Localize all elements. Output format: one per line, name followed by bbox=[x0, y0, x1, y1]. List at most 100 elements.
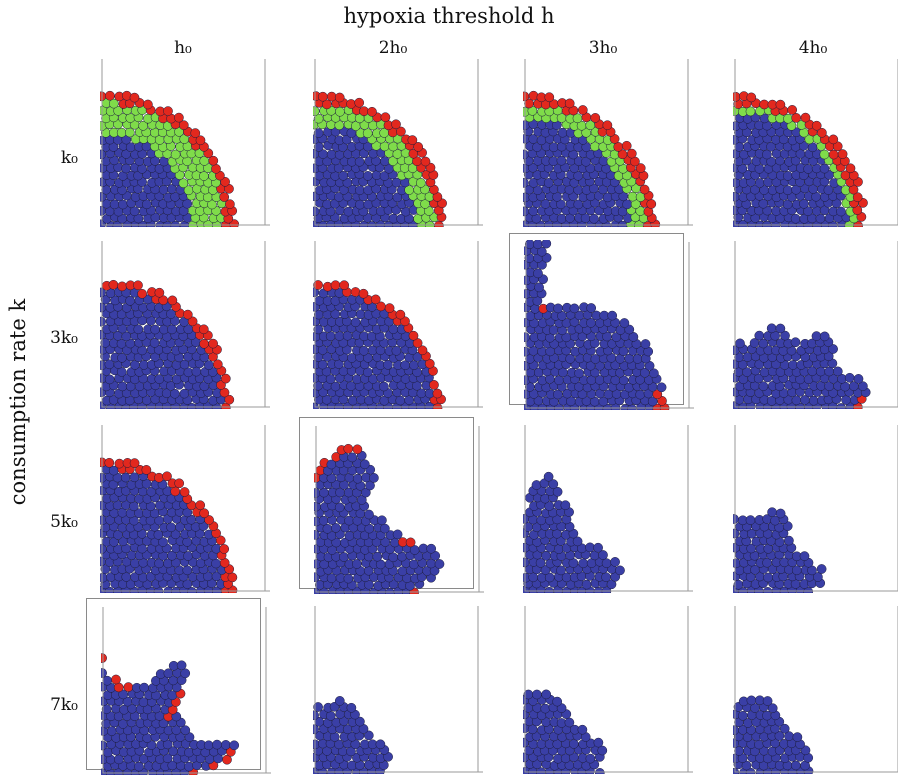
cell bbox=[632, 354, 643, 364]
cell bbox=[100, 316, 106, 327]
cell bbox=[652, 389, 663, 400]
simulation-panel bbox=[100, 57, 275, 229]
panel-axes bbox=[314, 241, 483, 408]
cell bbox=[344, 530, 355, 541]
cell bbox=[355, 185, 365, 196]
simulation-panel bbox=[523, 604, 698, 776]
cell bbox=[808, 395, 819, 406]
cell bbox=[318, 515, 329, 526]
cell bbox=[114, 458, 125, 469]
cell bbox=[355, 716, 365, 727]
cell bbox=[528, 206, 539, 217]
cell bbox=[203, 740, 214, 751]
cell bbox=[108, 98, 119, 109]
cell bbox=[639, 184, 650, 195]
cell bbox=[384, 303, 395, 313]
cell bbox=[646, 199, 657, 209]
tumour-spheroid-plot bbox=[523, 425, 693, 593]
row-label-5k0: 5k₀ bbox=[50, 512, 78, 532]
cell bbox=[544, 501, 555, 511]
cell bbox=[104, 374, 115, 385]
cell bbox=[564, 717, 575, 728]
cell bbox=[532, 689, 542, 700]
cell bbox=[182, 565, 193, 576]
cell bbox=[754, 330, 765, 341]
cell bbox=[790, 337, 801, 348]
cell bbox=[581, 579, 592, 590]
simulation-panel bbox=[313, 57, 488, 229]
cell bbox=[754, 178, 765, 188]
cell bbox=[178, 178, 189, 189]
cell bbox=[791, 395, 802, 406]
cell bbox=[434, 559, 445, 569]
cell bbox=[540, 703, 551, 714]
cell bbox=[541, 550, 551, 561]
cell bbox=[396, 126, 406, 137]
cell bbox=[222, 754, 232, 765]
cell bbox=[350, 287, 361, 297]
cell bbox=[619, 318, 630, 328]
cell bbox=[176, 660, 187, 671]
cell bbox=[832, 141, 843, 152]
cell bbox=[334, 92, 345, 103]
panel-axes bbox=[734, 59, 898, 226]
cell bbox=[775, 323, 786, 334]
cell bbox=[791, 565, 802, 576]
cell bbox=[593, 542, 603, 553]
cell bbox=[101, 668, 107, 678]
cell bbox=[774, 731, 785, 741]
cell bbox=[819, 163, 830, 174]
cell bbox=[367, 106, 377, 117]
cell bbox=[589, 213, 599, 224]
tumour-spheroid-plot bbox=[524, 240, 694, 410]
cell bbox=[178, 120, 189, 131]
cell bbox=[380, 537, 391, 547]
cell bbox=[733, 514, 739, 524]
cell bbox=[120, 472, 131, 483]
cell bbox=[601, 558, 612, 569]
cell bbox=[819, 331, 830, 342]
cell bbox=[134, 761, 144, 772]
cell bbox=[585, 542, 595, 553]
cell bbox=[392, 529, 403, 540]
cell bbox=[179, 487, 190, 497]
cell bbox=[819, 149, 830, 160]
cell bbox=[787, 105, 798, 115]
cell bbox=[195, 500, 206, 511]
cell bbox=[415, 178, 426, 188]
cell bbox=[828, 149, 839, 160]
cell bbox=[370, 294, 381, 305]
cell bbox=[211, 163, 221, 174]
cell bbox=[220, 176, 230, 187]
cell bbox=[607, 310, 618, 321]
cell bbox=[574, 368, 584, 379]
cell bbox=[167, 295, 178, 306]
cell bbox=[417, 345, 428, 356]
cell bbox=[548, 479, 559, 489]
cell bbox=[541, 240, 552, 249]
cell bbox=[413, 213, 423, 224]
panel-axes bbox=[734, 606, 898, 773]
cell bbox=[198, 324, 209, 335]
cell bbox=[568, 739, 579, 749]
cell bbox=[163, 106, 173, 116]
tumour-spheroid-plot bbox=[100, 59, 270, 227]
cell bbox=[828, 344, 838, 354]
cell bbox=[133, 324, 144, 335]
cell bbox=[541, 689, 552, 700]
cell bbox=[313, 280, 323, 290]
cell bbox=[180, 725, 191, 736]
cell bbox=[553, 303, 563, 314]
cell bbox=[534, 282, 544, 293]
cell bbox=[352, 444, 363, 455]
cell bbox=[224, 394, 235, 405]
cell bbox=[220, 740, 231, 750]
cell bbox=[313, 128, 324, 138]
cell bbox=[355, 199, 365, 210]
cell bbox=[220, 373, 231, 384]
cell bbox=[313, 710, 319, 721]
cell bbox=[577, 105, 588, 115]
cell bbox=[544, 586, 555, 593]
cell bbox=[569, 303, 580, 314]
simulation-panel bbox=[100, 239, 275, 411]
